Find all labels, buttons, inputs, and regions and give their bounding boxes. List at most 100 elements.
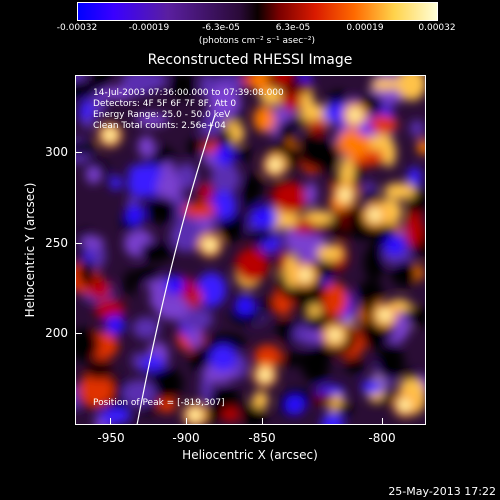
image-blob xyxy=(127,163,163,179)
image-blob xyxy=(125,205,145,225)
image-blob xyxy=(253,105,275,133)
colorbar-tick: -0.00032 xyxy=(56,23,98,33)
image-blob xyxy=(188,408,202,422)
image-blob xyxy=(131,351,145,370)
image-blob xyxy=(337,128,371,158)
image-blob xyxy=(208,85,241,119)
image-blob xyxy=(190,345,210,373)
solar-image-plot[interactable] xyxy=(75,75,426,425)
colorbar-tick: -0.00019 xyxy=(128,23,170,33)
x-tick-label: -850 xyxy=(248,431,276,445)
y-tick xyxy=(75,333,82,334)
x-tick xyxy=(186,418,187,425)
colorbar-units: (photons cm⁻² s⁻¹ asec⁻²) xyxy=(198,36,316,46)
info-time-range: 14-Jul-2003 07:36:00.000 to 07:39:08.000 xyxy=(93,88,284,98)
image-blob xyxy=(149,291,166,309)
x-axis-label: Heliocentric X (arcsec) xyxy=(182,448,318,462)
image-blob xyxy=(203,238,217,252)
info-clean-counts: Clean Total counts: 2.56e+04 xyxy=(93,121,226,131)
y-tick-label: 300 xyxy=(45,145,68,159)
image-blob xyxy=(340,157,355,187)
x-tick-label: -900 xyxy=(172,431,200,445)
image-blob xyxy=(286,115,309,129)
image-blob xyxy=(404,211,424,247)
image-blob xyxy=(260,298,277,315)
image-blob xyxy=(268,158,282,172)
image-blob xyxy=(305,139,341,171)
image-blob xyxy=(210,161,241,195)
y-tick-label: 250 xyxy=(45,236,68,250)
image-blob xyxy=(252,391,269,409)
image-blob xyxy=(378,308,392,322)
image-blob xyxy=(235,247,269,283)
image-blob xyxy=(137,135,155,158)
image-blob xyxy=(86,166,101,185)
image-blob xyxy=(89,89,107,117)
x-tick xyxy=(262,418,263,425)
image-blob xyxy=(148,367,184,400)
image-blob xyxy=(298,268,312,282)
image-blob xyxy=(385,235,405,255)
x-tick-label: -950 xyxy=(97,431,125,445)
image-blob xyxy=(165,275,185,295)
image-blob xyxy=(197,182,214,202)
colorbar-tick: 0.00019 xyxy=(346,23,384,33)
image-blob xyxy=(398,398,412,412)
image-blob xyxy=(75,140,98,156)
image-blob xyxy=(285,395,305,415)
image-blob xyxy=(383,182,416,200)
image-blob xyxy=(109,175,122,191)
colorbar xyxy=(77,2,438,21)
image-blob xyxy=(123,270,137,296)
image-blob xyxy=(99,407,132,425)
image-blob xyxy=(391,261,418,287)
image-blob xyxy=(348,108,362,122)
solar-limb-line xyxy=(136,114,216,425)
image-blob xyxy=(345,356,364,374)
image-blob xyxy=(85,359,113,380)
image-blob xyxy=(175,162,198,191)
image-blob xyxy=(258,368,272,382)
image-blob xyxy=(105,315,125,335)
image-blob xyxy=(209,344,237,371)
image-blob xyxy=(75,328,99,361)
image-blob xyxy=(209,190,237,220)
image-blob xyxy=(313,392,334,406)
image-blob xyxy=(417,138,426,155)
plot-title: Reconstructed RHESSI Image xyxy=(147,52,353,68)
image-blob xyxy=(272,75,292,88)
image-blob xyxy=(338,188,352,202)
image-blob xyxy=(187,137,202,157)
image-blob xyxy=(186,327,203,348)
info-peak-position: Position of Peak = [-819,307] xyxy=(93,398,225,408)
image-blob xyxy=(272,181,308,214)
y-tick xyxy=(75,152,82,153)
image-blob xyxy=(382,138,397,168)
image-blob xyxy=(156,172,181,204)
image-blob xyxy=(92,75,111,91)
image-blob xyxy=(199,75,213,99)
image-blob xyxy=(396,75,426,101)
y-tick-label: 200 xyxy=(45,326,68,340)
image-blob xyxy=(255,205,275,225)
image-blob xyxy=(170,75,195,99)
image-blob xyxy=(322,282,349,318)
image-blob xyxy=(121,379,156,407)
image-blob xyxy=(321,412,344,425)
colorbar-tick: -6.3e-05 xyxy=(202,23,240,33)
image-blob xyxy=(328,328,342,342)
image-blob xyxy=(235,295,255,315)
image-blob xyxy=(374,322,396,338)
image-blob xyxy=(170,219,204,253)
image-blob xyxy=(361,379,384,395)
image-blob xyxy=(78,258,96,287)
image-blob xyxy=(368,208,382,222)
image-blob xyxy=(317,245,344,262)
image-blob xyxy=(80,235,105,249)
image-blob xyxy=(376,346,405,380)
colorbar-tick: 6.3e-05 xyxy=(275,23,311,33)
image-blob xyxy=(222,407,240,423)
image-blob xyxy=(147,196,177,224)
image-blob xyxy=(157,395,177,413)
image-blob xyxy=(407,167,422,187)
